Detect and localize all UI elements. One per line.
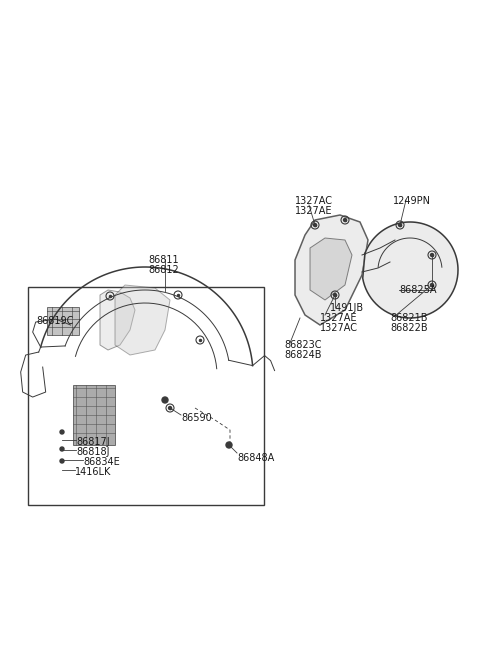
Text: 86819C: 86819C [36,316,73,326]
Text: 86822B: 86822B [390,323,428,333]
Polygon shape [100,290,135,350]
Circle shape [431,284,433,286]
Bar [47,307,79,335]
Polygon shape [295,215,368,325]
Circle shape [334,293,336,297]
Polygon shape [363,222,458,318]
Circle shape [60,430,64,434]
Text: 86811: 86811 [148,255,179,265]
Text: 86848A: 86848A [237,453,274,463]
Circle shape [313,223,316,227]
Text: 86834E: 86834E [83,457,120,467]
Text: 1249PN: 1249PN [393,196,431,206]
Text: 1327AC: 1327AC [320,323,358,333]
Text: 1327AE: 1327AE [295,206,333,216]
Text: 1327AE: 1327AE [320,313,358,323]
Circle shape [168,407,171,409]
Text: 1491JB: 1491JB [330,303,364,313]
Circle shape [226,442,232,448]
Polygon shape [115,285,170,355]
Text: 86825A: 86825A [399,285,436,295]
Text: 86818J: 86818J [76,447,109,457]
Bar [73,385,115,445]
Text: 86817J: 86817J [76,437,109,447]
Polygon shape [310,238,352,300]
Text: 86590: 86590 [181,413,212,423]
Text: 86823C: 86823C [284,340,322,350]
Text: 86821B: 86821B [390,313,428,323]
Circle shape [344,219,347,221]
Circle shape [162,397,168,403]
Text: 86824B: 86824B [284,350,322,360]
Bar [28,287,264,505]
Circle shape [431,253,433,257]
Circle shape [60,447,64,451]
Circle shape [398,223,401,227]
Circle shape [60,459,64,463]
Text: 1327AC: 1327AC [295,196,333,206]
Text: 86812: 86812 [148,265,179,275]
Text: 1416LK: 1416LK [75,467,111,477]
